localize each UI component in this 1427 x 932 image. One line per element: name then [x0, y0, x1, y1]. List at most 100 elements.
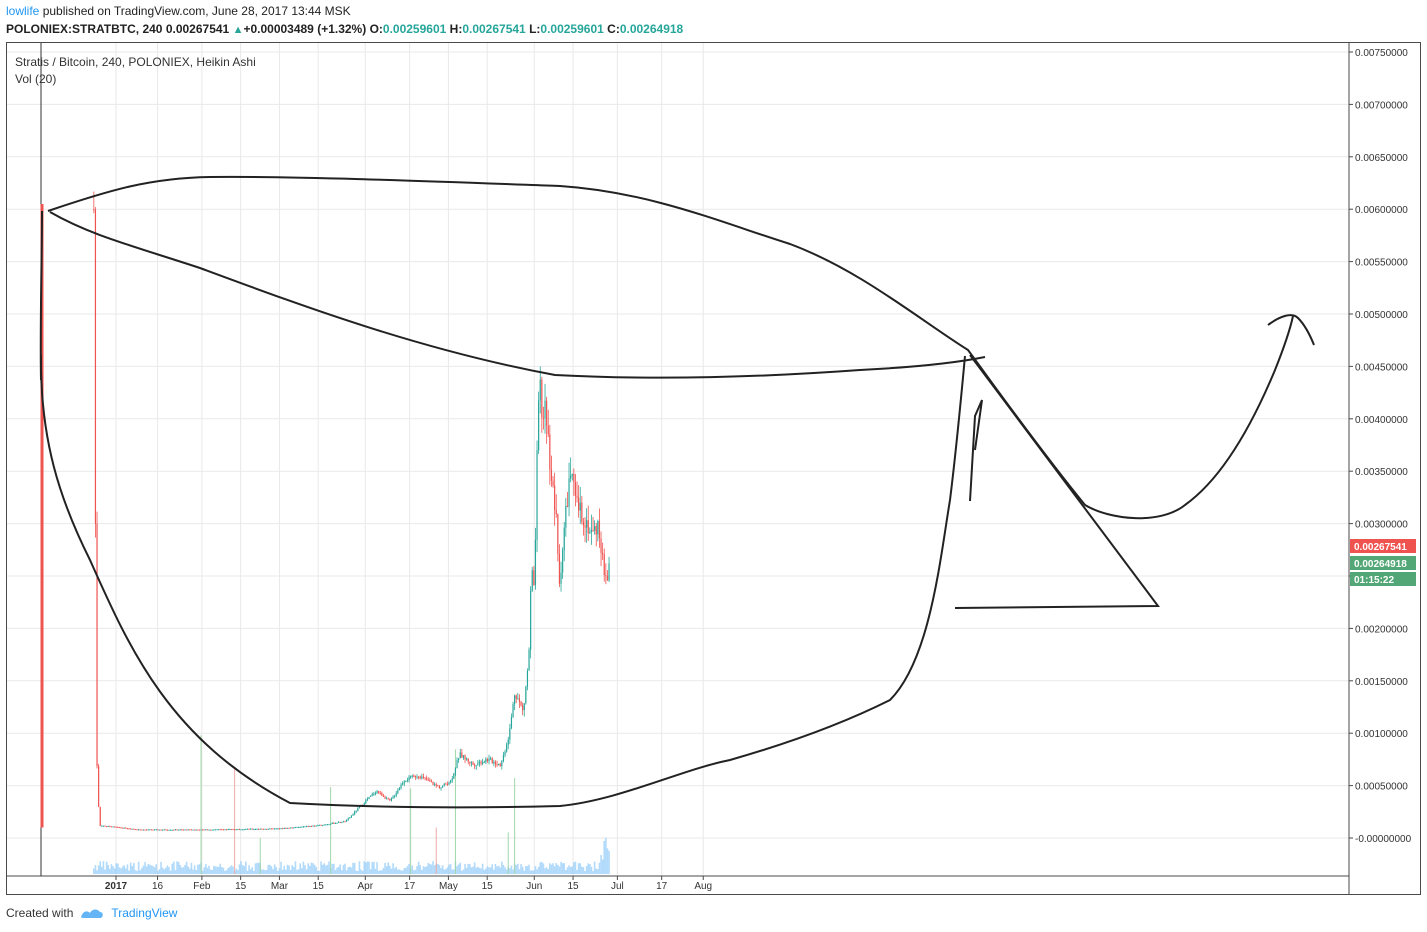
- volume-bar: [416, 866, 418, 874]
- volume-bar: [219, 863, 222, 874]
- candle-body: [483, 761, 485, 763]
- candle-body: [301, 826, 303, 828]
- volume-bar: [557, 864, 559, 874]
- tradingview-brand-link[interactable]: TradingView: [111, 906, 178, 920]
- volume-bar: [120, 868, 122, 874]
- candle-body: [162, 829, 164, 831]
- candle-body: [270, 828, 273, 830]
- volume-bar: [366, 861, 369, 874]
- close-value: 0.00264918: [619, 22, 684, 36]
- candle-body: [374, 792, 377, 794]
- volume-bar: [131, 866, 134, 874]
- candle-body: [238, 829, 241, 831]
- candle-body: [178, 829, 180, 831]
- candle-body: [382, 795, 385, 797]
- volume-bar: [520, 864, 522, 874]
- volume-bar: [296, 869, 298, 874]
- volume-bar: [587, 863, 590, 874]
- volume-bar: [187, 866, 190, 874]
- candle-body: [557, 513, 559, 554]
- volume-bar: [240, 861, 242, 874]
- candle-body: [558, 553, 561, 584]
- candle-body: [378, 791, 380, 793]
- candle-body: [467, 758, 469, 762]
- candle-body: [93, 209, 95, 211]
- candle-body: [126, 828, 129, 830]
- x-tick-label: 17: [656, 881, 668, 892]
- volume-bar: [309, 865, 311, 874]
- cup-drawing: [47, 175, 1294, 520]
- candle-body: [430, 781, 433, 783]
- candle-body: [573, 474, 575, 483]
- volume-bar: [413, 870, 415, 874]
- volume-bar: [390, 868, 393, 874]
- volume-bar: [281, 869, 284, 874]
- x-tick-label: 17: [404, 881, 416, 892]
- volume-bar: [550, 864, 553, 874]
- candle-body: [176, 829, 178, 831]
- candle-body: [334, 822, 337, 824]
- volume-bar: [582, 867, 585, 874]
- y-tick-label: 0.00050000: [1355, 782, 1408, 793]
- volume-bar: [168, 867, 170, 874]
- candle-body: [461, 752, 463, 758]
- y-tick-label: 0.00700000: [1355, 100, 1408, 111]
- volume-bar: [238, 864, 241, 874]
- volume-bar: [353, 862, 356, 874]
- volume-bar: [400, 870, 402, 874]
- candle-body: [501, 761, 503, 766]
- candle-body: [426, 778, 428, 780]
- candle-body: [133, 828, 135, 830]
- candle-body: [291, 827, 293, 829]
- volume-bar: [142, 865, 145, 874]
- volume-bar: [235, 868, 238, 874]
- author-link[interactable]: lowlife: [6, 4, 40, 18]
- candle-body: [312, 825, 314, 827]
- candle-body: [205, 829, 207, 831]
- candle-body: [267, 828, 269, 830]
- volume-bar: [515, 865, 518, 874]
- candle-body: [115, 826, 117, 828]
- candle-body: [192, 829, 194, 831]
- candle-body: [213, 829, 215, 831]
- candle-body: [275, 828, 277, 830]
- candle-body: [357, 808, 359, 812]
- candle-body: [112, 826, 114, 828]
- candle-body: [290, 827, 292, 829]
- volume-bar: [395, 866, 398, 874]
- candle-body: [280, 828, 282, 830]
- x-tick-label: Jul: [611, 881, 624, 892]
- candle-body: [184, 829, 186, 831]
- candle-body: [586, 520, 588, 528]
- candle-body: [517, 698, 519, 700]
- volume-bar: [377, 870, 380, 874]
- candle-body: [242, 829, 244, 831]
- chart-frame[interactable]: [6, 42, 1421, 895]
- volume-bar: [382, 868, 385, 874]
- candle-body: [328, 824, 330, 826]
- volume-bar: [584, 870, 586, 874]
- candle-body: [594, 526, 596, 531]
- candle-body: [251, 828, 253, 830]
- volume-bar: [398, 869, 401, 874]
- volume-bar: [581, 866, 583, 874]
- volume-bar: [273, 864, 276, 874]
- volume-bar: [552, 863, 554, 874]
- candle-body: [170, 829, 172, 831]
- candle-body: [523, 703, 525, 711]
- volume-bar: [569, 866, 572, 874]
- volume-bar: [161, 867, 164, 874]
- volume-bar: [334, 869, 337, 874]
- volume-bar: [547, 869, 550, 874]
- candle-body: [200, 829, 202, 831]
- volume-bar: [331, 863, 334, 874]
- volume-bar: [563, 863, 566, 874]
- price-axis: 0.00750000 0.00700000 0.00650000 0.00600000…: [1349, 48, 1412, 845]
- candle-body: [114, 826, 116, 828]
- candle-body: [306, 826, 308, 828]
- candle-body: [203, 829, 205, 831]
- candle-body: [419, 776, 421, 779]
- volume-bar: [99, 861, 102, 874]
- volume-bar: [440, 867, 442, 874]
